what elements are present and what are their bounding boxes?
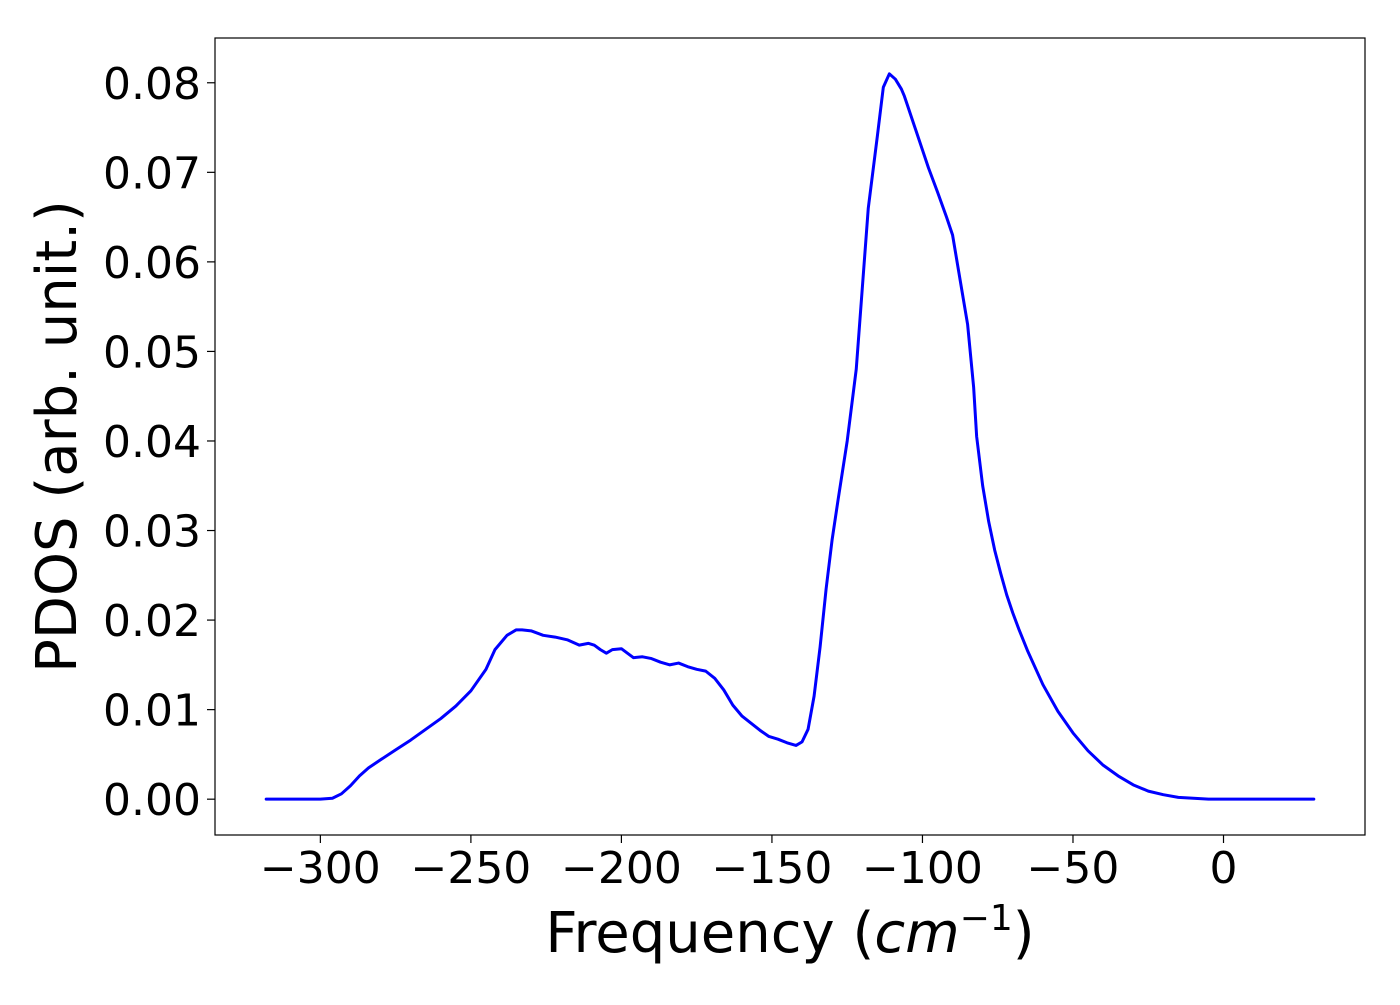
y-tick-label: 0.01: [103, 686, 201, 737]
plot-frame: [214, 37, 1366, 836]
y-tick-label: 0.08: [103, 59, 201, 110]
series-line-0: [264, 72, 1316, 801]
x-axis-label-exponent: −1: [960, 898, 1013, 939]
y-tick-label: 0.02: [103, 596, 201, 647]
y-tick-label: 0.03: [103, 507, 201, 558]
x-tick-label: −200: [561, 843, 682, 894]
x-tick-label: −100: [862, 843, 983, 894]
x-axis-label-text: Frequency (: [545, 901, 874, 966]
x-axis-label: Frequency (cm−1): [545, 898, 1034, 966]
y-tick-label: 0.05: [103, 327, 201, 378]
y-axis-label: PDOS (arb. unit.): [25, 200, 90, 673]
y-tick-label: 0.07: [103, 148, 201, 199]
y-tick-label: 0.00: [103, 775, 201, 826]
x-tick-label: −50: [1027, 843, 1120, 894]
tick-layer: −300 −250 −200 −150 −100 −50 0 0.00 0.01 0.02 0.03…: [103, 59, 1237, 894]
x-tick-label: −150: [712, 843, 833, 894]
x-tick-label: 0: [1210, 843, 1238, 894]
x-tick-label: −250: [410, 843, 531, 894]
x-axis-label-unit: cm: [874, 901, 959, 966]
plot-layer: [214, 37, 1366, 836]
x-axis-label-close: ): [1013, 901, 1035, 966]
y-tick-label: 0.04: [103, 417, 201, 468]
x-tick-label: −300: [260, 843, 381, 894]
y-tick-label: 0.06: [103, 238, 201, 289]
